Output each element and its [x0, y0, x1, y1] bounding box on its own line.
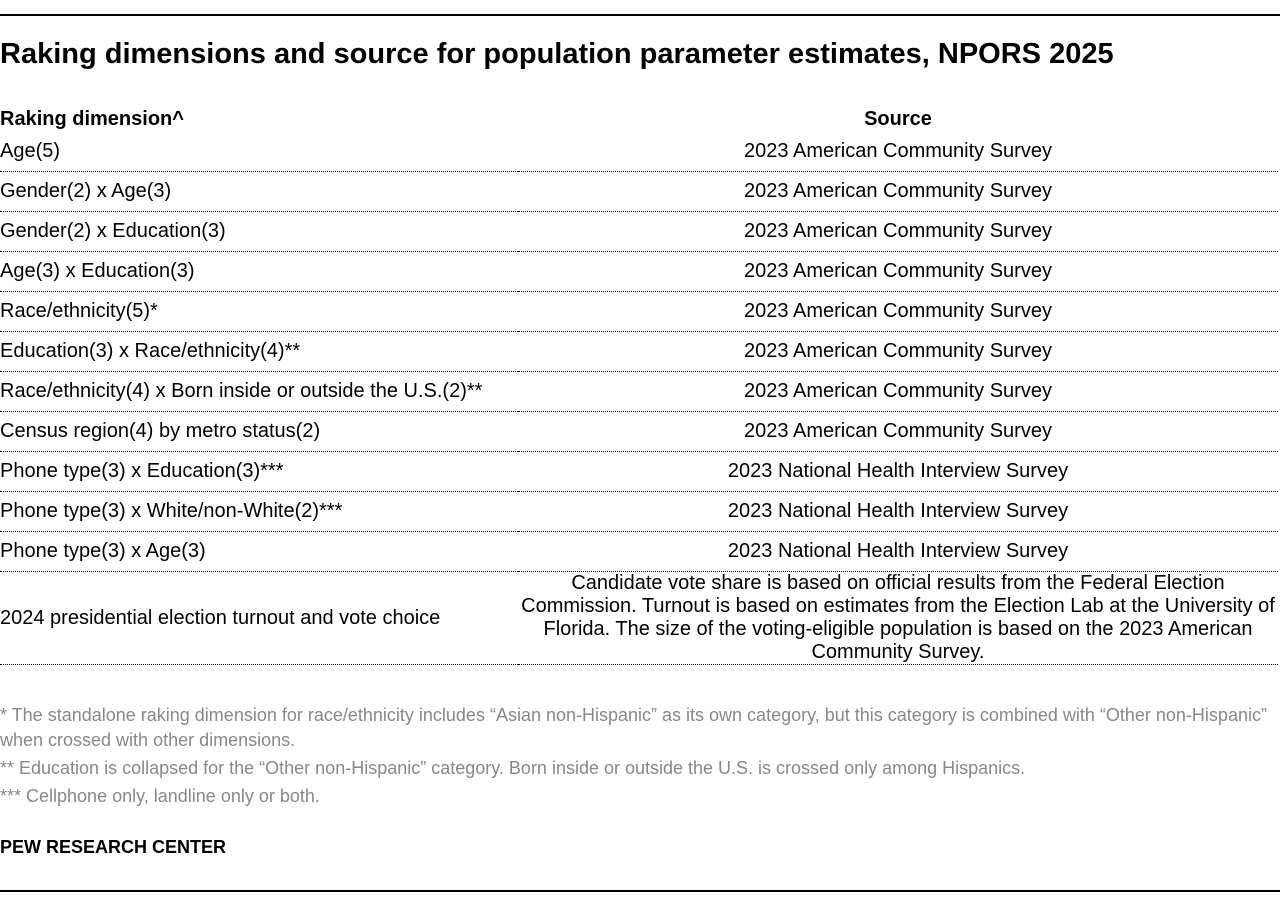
- cell: Education(3) x Race/ethnicity(4)**: [0, 331, 518, 372]
- note: * The standalone raking dimension for ra…: [0, 705, 1267, 750]
- cell: 2023 National Health Interview Survey: [518, 491, 1278, 532]
- cell: Age(3) x Education(3): [0, 251, 518, 292]
- title: Raking dimensions and source for populat…: [0, 38, 1114, 70]
- cell: 2023 American Community Survey: [518, 171, 1278, 212]
- row: Age(5) 2023 American Community Survey: [0, 132, 1278, 172]
- cell: 2023 American Community Survey: [518, 411, 1278, 452]
- note: *** Cellphone only, landline only or bot…: [0, 786, 320, 806]
- header-row: Raking dimension^ Source: [0, 106, 1278, 132]
- row: Education(3) x Race/ethnicity(4)** 2023 A…: [0, 331, 1278, 372]
- header-cell: Raking dimension^: [0, 107, 184, 130]
- cell: Race/ethnicity(4) x Born inside or outsi…: [0, 371, 518, 412]
- table: Raking dimension^ Source Age(5) 2023 Amer…: [0, 106, 1278, 665]
- cell: 2023 National Health Interview Survey: [518, 531, 1278, 572]
- cell: 2023 American Community Survey: [518, 291, 1278, 332]
- row: Phone type(3) x Education(3)*** 2023 Nati…: [0, 451, 1278, 492]
- source: PEW RESEARCH CENTER: [0, 837, 227, 857]
- cell: 2023 American Community Survey: [518, 331, 1278, 372]
- cell: 2023 American Community Survey: [518, 211, 1278, 252]
- row: 2024 presidential election turnout and v…: [0, 571, 1278, 665]
- cell: Phone type(3) x Education(3)***: [0, 451, 518, 492]
- notes: * The standalone raking dimension for ra…: [0, 703, 1270, 812]
- cell: Candidate vote share is based on officia…: [518, 571, 1278, 665]
- cell: Phone type(3) x White/non-White(2)***: [0, 491, 518, 532]
- row: Age(3) x Education(3) 2023 American Commu…: [0, 251, 1278, 292]
- row: Gender(2) x Education(3) 2023 American Co…: [0, 211, 1278, 252]
- cell: Race/ethnicity(5)*: [0, 291, 518, 332]
- cell: Gender(2) x Age(3): [0, 171, 518, 212]
- bottom-rule: [0, 890, 1280, 892]
- cell: Phone type(3) x Age(3): [0, 531, 518, 572]
- row: Race/ethnicity(4) x Born inside or outsi…: [0, 371, 1278, 412]
- top-rule: [0, 14, 1280, 16]
- cell: 2023 American Community Survey: [518, 251, 1278, 292]
- cell: Census region(4) by metro status(2): [0, 411, 518, 452]
- cell: 2023 American Community Survey: [518, 132, 1278, 172]
- cell: 2024 presidential election turnout and v…: [0, 571, 518, 665]
- row: Gender(2) x Age(3) 2023 American Communit…: [0, 171, 1278, 212]
- cell: 2023 National Health Interview Survey: [518, 451, 1278, 492]
- cell: Age(5): [0, 132, 518, 172]
- row: Phone type(3) x White/non-White(2)*** 202…: [0, 491, 1278, 532]
- row: Census region(4) by metro status(2) 2023 …: [0, 411, 1278, 452]
- cell: 2023 American Community Survey: [518, 371, 1278, 412]
- header-cell: Source: [864, 107, 932, 130]
- cell: Gender(2) x Education(3): [0, 211, 518, 252]
- note: ** Education is collapsed for the “Other…: [0, 758, 1026, 778]
- row: Phone type(3) x Age(3) 2023 National Heal…: [0, 531, 1278, 572]
- row: Race/ethnicity(5)* 2023 American Communit…: [0, 291, 1278, 332]
